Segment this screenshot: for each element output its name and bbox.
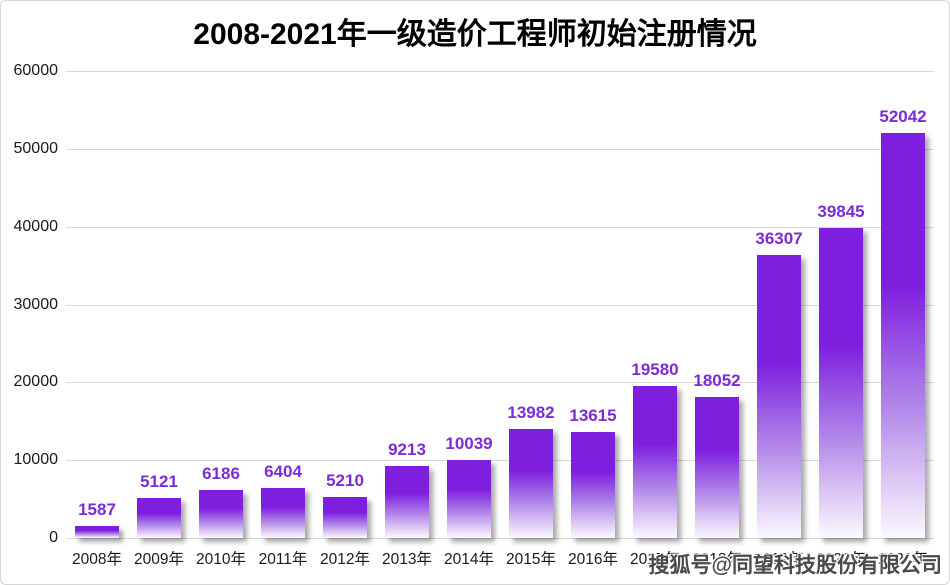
x-axis-label: 2011年 (258, 551, 308, 568)
x-axis-label: 2021年 (878, 551, 928, 568)
chart-title: 2008-2021年一级造价工程师初始注册情况 (193, 18, 757, 51)
bar-value-label: 1587 (78, 499, 116, 519)
y-axis-label: 60000 (13, 62, 59, 79)
y-axis-label: 30000 (13, 295, 59, 313)
bar-value-label: 13982 (507, 403, 555, 423)
bar-value-label: 6186 (202, 463, 240, 483)
x-axis-label: 2008年 (72, 551, 122, 568)
y-axis-label: 10000 (13, 451, 59, 469)
gridline-60000 (66, 71, 934, 72)
bar (509, 429, 553, 538)
bar-value-label: 10039 (445, 433, 493, 453)
x-axis-label: 2013年 (382, 551, 432, 568)
x-axis-label: 2010年 (196, 551, 246, 568)
x-axis-label: 2015年 (506, 551, 556, 568)
gridline-0 (66, 538, 934, 539)
bar (571, 432, 615, 538)
bar (75, 525, 119, 538)
y-axis-label: 50000 (13, 139, 59, 157)
bar (757, 255, 801, 538)
x-axis-label: 2020年 (816, 551, 866, 568)
bar (137, 498, 181, 538)
bar-value-label: 13615 (569, 406, 617, 426)
bar (881, 132, 925, 538)
x-axis-label: 2014年 (444, 551, 494, 568)
x-axis-label: 2018年 (692, 551, 742, 568)
bar-value-label: 18052 (693, 371, 741, 391)
bar-value-label: 5121 (140, 472, 178, 492)
bar (447, 459, 491, 538)
y-axis-label: 40000 (13, 217, 59, 235)
bar-value-label: 6404 (264, 462, 302, 482)
gridline-30000 (66, 304, 934, 306)
x-axis-label: 2019年 (754, 551, 804, 568)
bar-value-label: 9213 (388, 440, 426, 460)
gridline-40000 (66, 226, 934, 228)
watermark: 搜狐号@同望科技股份有限公司 (648, 554, 942, 577)
y-axis-label: 20000 (13, 373, 59, 391)
y-axis-label: 0 (49, 529, 58, 546)
bar-value-label: 36307 (755, 229, 803, 249)
gridline-20000 (66, 382, 934, 384)
x-axis-label: 2012年 (320, 551, 370, 568)
x-axis-label: 2016年 (568, 551, 618, 568)
bar (323, 497, 367, 538)
gridline-50000 (66, 148, 934, 150)
gridline-10000 (66, 460, 934, 462)
bar (199, 489, 243, 538)
bar (633, 385, 677, 538)
bar (695, 397, 739, 538)
bar-value-label: 5210 (326, 471, 364, 491)
bar-value-label: 39845 (817, 201, 865, 221)
bar (261, 488, 305, 538)
bar (385, 466, 429, 538)
bar-value-label: 19580 (631, 359, 679, 379)
x-axis-label: 2017年 (630, 551, 680, 568)
x-axis-label: 2009年 (134, 551, 184, 568)
bar-value-label: 52042 (879, 106, 927, 126)
bar (819, 227, 863, 538)
